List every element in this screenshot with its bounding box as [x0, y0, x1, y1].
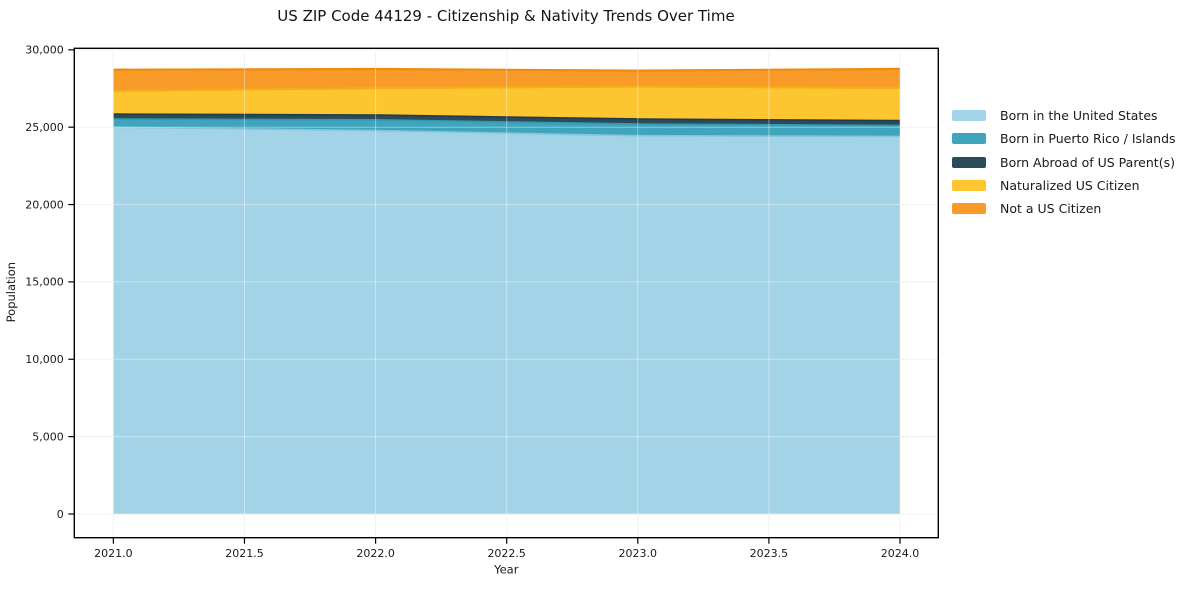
- legend-swatch-not-citizen: [952, 203, 986, 215]
- legend-label: Born Abroad of US Parent(s): [1000, 154, 1175, 170]
- edge-line-series-0: [113, 126, 901, 138]
- edge-line-series-2: [113, 113, 901, 122]
- legend-label: Born in the United States: [1000, 108, 1158, 124]
- x-tick-label: 2021.5: [225, 547, 264, 560]
- y-tick-label: 30,000: [25, 44, 64, 57]
- legend-item-naturalized: Naturalized US Citizen: [952, 174, 1176, 197]
- legend-swatch-puerto-rico-islands: [952, 133, 986, 145]
- legend-item-born-abroad: Born Abroad of US Parent(s): [952, 151, 1176, 174]
- area-series-1: [113, 119, 900, 137]
- y-tick-label: 25,000: [25, 121, 64, 134]
- y-axis-label: Population: [4, 262, 18, 322]
- legend-label: Not a US Citizen: [1000, 201, 1102, 217]
- legend-label: Naturalized US Citizen: [1000, 178, 1140, 194]
- legend: Born in the United States Born in Puerto…: [952, 104, 1176, 220]
- y-tick-label: 15,000: [25, 276, 64, 289]
- y-tick-label: 5,000: [32, 430, 64, 443]
- edge-line-series-3: [113, 85, 901, 92]
- legend-label: Born in Puerto Rico / Islands: [1000, 131, 1176, 147]
- legend-item-puerto-rico-islands: Born in Puerto Rico / Islands: [952, 127, 1176, 150]
- y-tick-label: 10,000: [25, 353, 64, 366]
- legend-swatch-born-abroad: [952, 156, 986, 168]
- area-series-3: [113, 86, 900, 121]
- edge-line-series-4: [113, 67, 901, 72]
- legend-item-not-citizen: Not a US Citizen: [952, 197, 1176, 220]
- x-axis-label: Year: [493, 563, 519, 577]
- edge-line-series-1: [113, 118, 901, 127]
- x-tick-label: 2022.5: [487, 547, 526, 560]
- x-tick-label: 2021.0: [94, 547, 133, 560]
- legend-swatch-born-in-us: [952, 110, 986, 122]
- x-tick-label: 2024.0: [881, 547, 920, 560]
- chart-title: US ZIP Code 44129 - Citizenship & Nativi…: [277, 7, 735, 25]
- y-tick-label: 0: [57, 508, 64, 521]
- legend-item-born-in-us: Born in the United States: [952, 104, 1176, 127]
- legend-swatch-naturalized: [952, 180, 986, 192]
- x-tick-label: 2023.0: [619, 547, 658, 560]
- x-tick-label: 2022.0: [356, 547, 395, 560]
- area-series-2: [113, 114, 900, 126]
- y-tick-label: 20,000: [25, 198, 64, 211]
- x-tick-label: 2023.5: [750, 547, 789, 560]
- area-series-0: [113, 127, 900, 514]
- area-series-4: [113, 68, 900, 91]
